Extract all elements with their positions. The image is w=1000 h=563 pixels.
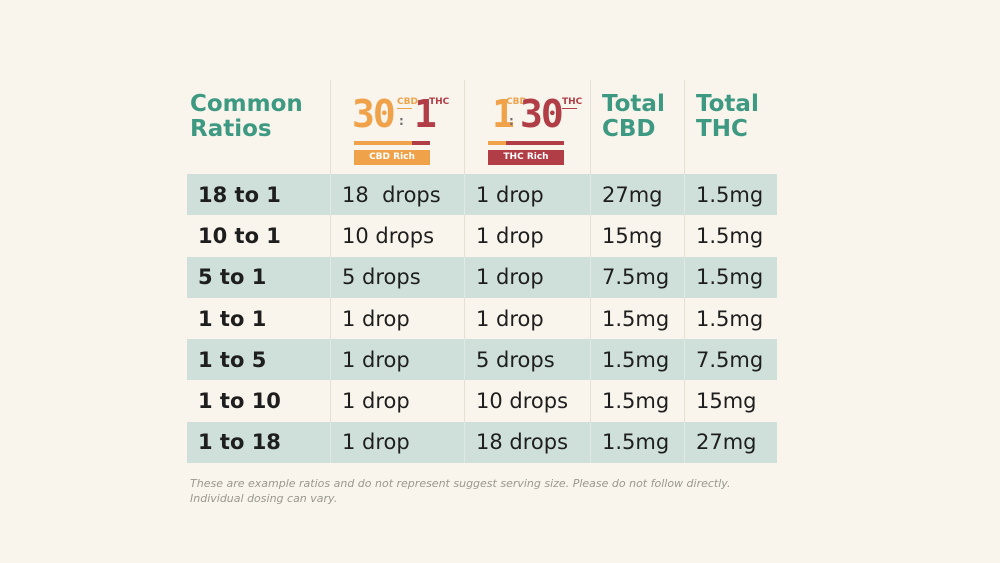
cbd-rich-cell: 18 drops bbox=[330, 174, 464, 216]
table-row: 1 to 10 1 drop 10 drops 1.5mg 15mg bbox=[187, 380, 777, 422]
total-cbd-cell: 15mg bbox=[590, 215, 684, 257]
thc-rich-tag: THC Rich bbox=[488, 150, 564, 165]
table-row: 5 to 1 5 drops 1 drop 7.5mg 1.5mg bbox=[187, 256, 777, 298]
thc-rich-cell: 18 drops bbox=[464, 421, 590, 464]
thc-rich-right-underline bbox=[562, 108, 577, 109]
thc-rich-cell: 10 drops bbox=[464, 380, 590, 422]
total-thc-cell: 1.5mg bbox=[684, 256, 777, 298]
total-cbd-cell: 1.5mg bbox=[590, 339, 684, 381]
cbd-rich-left-sub: CBD bbox=[397, 97, 418, 107]
cbd-rich-right-sub: THC bbox=[429, 97, 450, 107]
cbd-rich-left-num: 30 bbox=[352, 92, 396, 136]
thc-rich-colon: : bbox=[509, 114, 514, 128]
cbd-rich-cell: 5 drops bbox=[330, 256, 464, 298]
thc-rich-cell: 1 drop bbox=[464, 256, 590, 298]
ratio-cell: 18 to 1 bbox=[198, 182, 281, 207]
header-total-thc: Total THC bbox=[684, 80, 777, 174]
total-thc-cell: 7.5mg bbox=[684, 339, 777, 381]
table-row: 18 to 1 18 drops 1 drop 27mg 1.5mg bbox=[187, 174, 777, 216]
ratio-cell: 1 to 18 bbox=[198, 430, 281, 455]
header-common-ratios: Common Ratios bbox=[187, 80, 330, 174]
ratio-cell: 1 to 1 bbox=[198, 306, 267, 331]
table-row: 1 to 5 1 drop 5 drops 1.5mg 7.5mg bbox=[187, 339, 777, 381]
table-row: 1 to 18 1 drop 18 drops 1.5mg 27mg bbox=[187, 421, 777, 464]
cbd-rich-colon: : bbox=[399, 114, 404, 128]
total-thc-cell: 1.5mg bbox=[684, 215, 777, 257]
cbd-rich-tag: CBD Rich bbox=[354, 150, 430, 165]
ratio-cell: 10 to 1 bbox=[198, 223, 281, 248]
thc-rich-cell: 5 drops bbox=[464, 339, 590, 381]
thc-rich-cell: 1 drop bbox=[464, 297, 590, 340]
total-cbd-label: Total CBD bbox=[602, 91, 665, 142]
total-thc-label: Total THC bbox=[696, 91, 759, 142]
thc-rich-left-sub: CBD bbox=[506, 97, 527, 107]
header-cbd-rich: 30 CBD : 1 THC CBD Rich bbox=[330, 80, 464, 174]
cbd-rich-cell: 1 drop bbox=[330, 339, 464, 381]
cbd-rich-cell: 1 drop bbox=[330, 421, 464, 464]
cbd-rich-bar-red bbox=[412, 141, 430, 145]
total-thc-cell: 1.5mg bbox=[684, 297, 777, 340]
disclaimer-text: These are example ratios and do not repr… bbox=[190, 477, 731, 505]
total-thc-cell: 27mg bbox=[684, 421, 777, 464]
thc-rich-right-sub: THC bbox=[562, 97, 583, 107]
common-ratios-label: Common Ratios bbox=[190, 91, 303, 142]
total-thc-cell: 1.5mg bbox=[684, 174, 777, 216]
thc-rich-cell: 1 drop bbox=[464, 215, 590, 257]
header-thc-rich: 1 CBD : 30 THC THC Rich bbox=[464, 80, 590, 174]
cbd-rich-left-underline bbox=[397, 108, 412, 109]
cbd-rich-cell: 10 drops bbox=[330, 215, 464, 257]
total-cbd-cell: 1.5mg bbox=[590, 421, 684, 464]
ratio-cell: 5 to 1 bbox=[198, 265, 267, 290]
ratio-table: Common Ratios 30 CBD : 1 THC CBD Rich 1 … bbox=[187, 80, 777, 464]
thc-rich-bar-red bbox=[506, 141, 564, 145]
thc-rich-logo: 1 CBD : 30 THC THC Rich bbox=[482, 92, 582, 172]
cbd-rich-logo: 30 CBD : 1 THC CBD Rich bbox=[348, 92, 449, 172]
thc-rich-left-num: 1 bbox=[492, 92, 515, 136]
thc-rich-cell: 1 drop bbox=[464, 174, 590, 216]
thc-rich-bar-orange bbox=[488, 141, 506, 145]
cbd-rich-bar-orange bbox=[354, 141, 412, 145]
ratio-cell: 1 to 5 bbox=[198, 347, 267, 372]
total-thc-cell: 15mg bbox=[684, 380, 777, 422]
cbd-rich-cell: 1 drop bbox=[330, 297, 464, 340]
table-row: 1 to 1 1 drop 1 drop 1.5mg 1.5mg bbox=[187, 297, 777, 340]
table-header-row: Common Ratios 30 CBD : 1 THC CBD Rich 1 … bbox=[187, 80, 777, 174]
total-cbd-cell: 27mg bbox=[590, 174, 684, 216]
cbd-rich-cell: 1 drop bbox=[330, 380, 464, 422]
cbd-rich-right-num: 1 bbox=[414, 92, 437, 136]
ratio-cell: 1 to 10 bbox=[198, 389, 281, 414]
thc-rich-right-num: 30 bbox=[520, 92, 564, 136]
header-total-cbd: Total CBD bbox=[590, 80, 684, 174]
total-cbd-cell: 7.5mg bbox=[590, 256, 684, 298]
total-cbd-cell: 1.5mg bbox=[590, 380, 684, 422]
total-cbd-cell: 1.5mg bbox=[590, 297, 684, 340]
table-row: 10 to 1 10 drops 1 drop 15mg 1.5mg bbox=[187, 215, 777, 257]
